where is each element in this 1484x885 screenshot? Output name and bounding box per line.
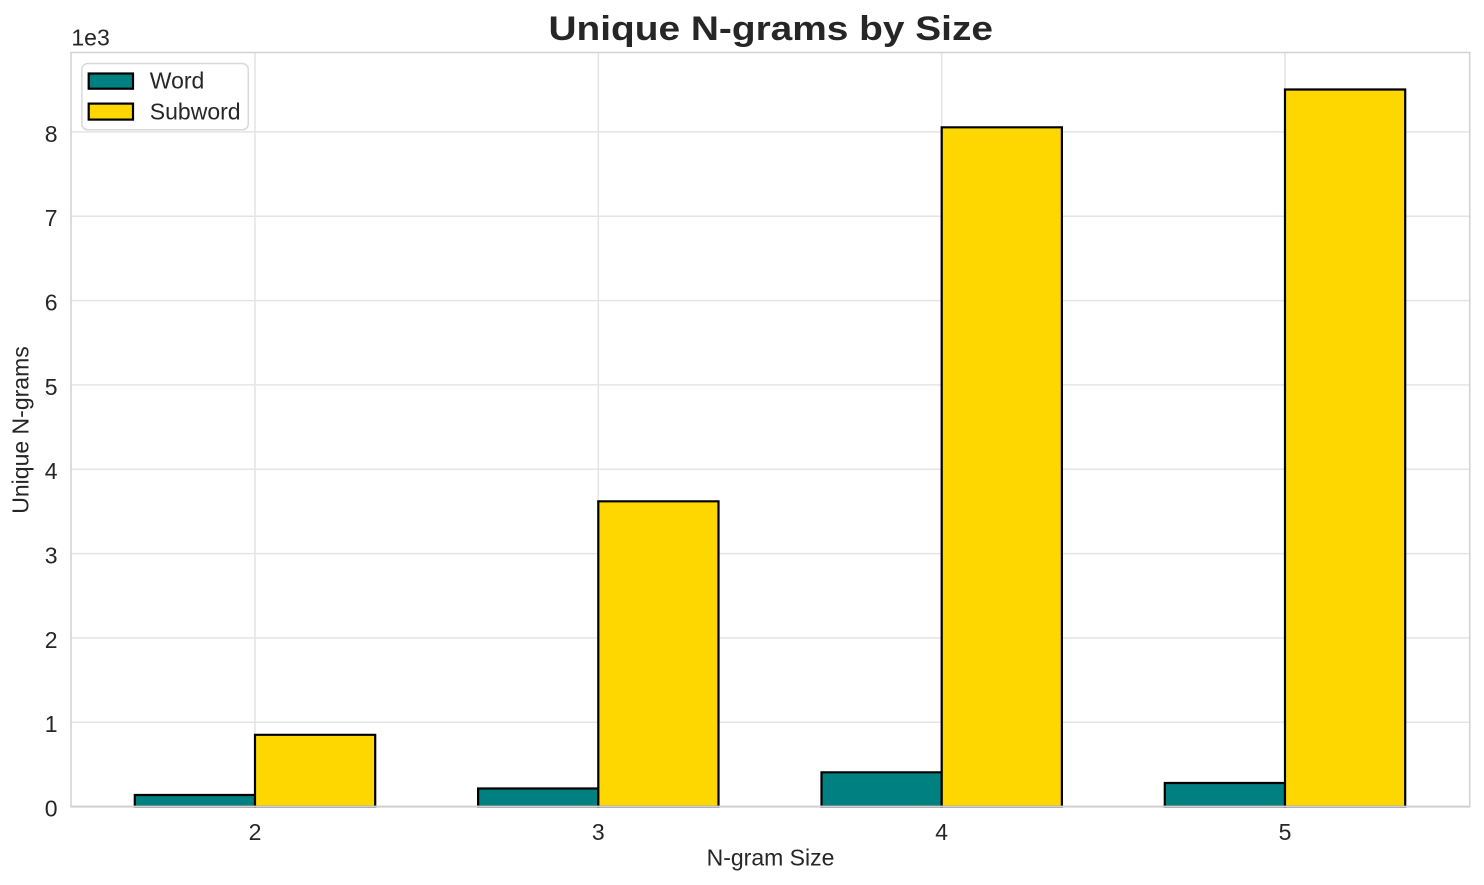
svg-text:Word: Word <box>150 67 205 93</box>
svg-text:Unique N-grams by Size: Unique N-grams by Size <box>549 10 994 48</box>
svg-text:7: 7 <box>45 205 58 231</box>
svg-text:6: 6 <box>45 290 58 316</box>
svg-text:2: 2 <box>45 627 58 653</box>
svg-text:2: 2 <box>249 819 262 845</box>
svg-text:3: 3 <box>592 819 605 845</box>
svg-text:3: 3 <box>45 543 58 569</box>
svg-text:5: 5 <box>1279 819 1292 845</box>
svg-text:5: 5 <box>45 374 58 400</box>
svg-text:4: 4 <box>935 819 948 845</box>
svg-text:N-gram Size: N-gram Size <box>707 845 835 871</box>
svg-text:1e3: 1e3 <box>71 25 109 51</box>
svg-text:Unique N-grams: Unique N-grams <box>8 346 34 513</box>
svg-text:4: 4 <box>45 458 58 484</box>
svg-text:0: 0 <box>45 796 58 822</box>
svg-text:1: 1 <box>45 711 58 737</box>
svg-text:Subword: Subword <box>150 99 241 125</box>
svg-text:8: 8 <box>45 121 58 147</box>
